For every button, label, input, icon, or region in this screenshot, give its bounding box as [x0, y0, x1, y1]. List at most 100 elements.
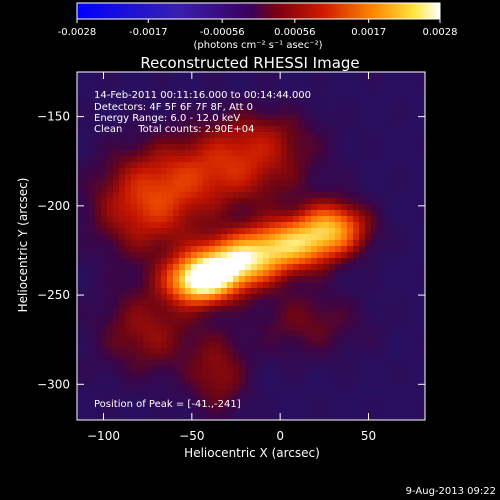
heatmap-cell — [317, 156, 324, 163]
heatmap-cell — [263, 384, 270, 391]
heatmap-cell — [329, 300, 336, 307]
heatmap-cell — [287, 120, 294, 127]
heatmap-cell — [203, 168, 210, 175]
heatmap-cell — [329, 162, 336, 169]
heatmap-cell — [191, 360, 198, 367]
heatmap-cell — [77, 120, 84, 127]
heatmap-cell — [83, 210, 90, 217]
heatmap-cell — [263, 300, 270, 307]
heatmap-cell — [353, 270, 360, 277]
info-detectors: Detectors: 4F 5F 6F 7F 8F, Att 0 — [94, 102, 253, 113]
heatmap-cell — [197, 192, 204, 199]
heatmap-cell — [341, 342, 348, 349]
heatmap-cell — [191, 252, 198, 259]
heatmap-cell — [323, 108, 330, 115]
heatmap-cell — [305, 336, 312, 343]
heatmap-cell — [221, 360, 228, 367]
heatmap-cell — [389, 270, 396, 277]
heatmap-cell — [149, 108, 156, 115]
heatmap-cell — [77, 324, 84, 331]
heatmap-cell — [149, 174, 156, 181]
heatmap-cell — [281, 180, 288, 187]
heatmap-cell — [251, 84, 258, 91]
heatmap-cell — [143, 258, 150, 265]
heatmap-cell — [335, 90, 342, 97]
heatmap-cell — [305, 156, 312, 163]
heatmap-cell — [389, 150, 396, 157]
heatmap-cell — [251, 288, 258, 295]
heatmap-cell — [377, 156, 384, 163]
heatmap-cell — [173, 246, 180, 253]
heatmap-cell — [107, 372, 114, 379]
heatmap-cell — [155, 90, 162, 97]
heatmap-cell — [209, 234, 216, 241]
heatmap-cell — [137, 294, 144, 301]
heatmap-cell — [305, 162, 312, 169]
heatmap-cell — [293, 204, 300, 211]
heatmap-cell — [341, 180, 348, 187]
heatmap-cell — [263, 174, 270, 181]
heatmap-cell — [407, 162, 414, 169]
heatmap-cell — [401, 234, 408, 241]
heatmap-cell — [185, 294, 192, 301]
heatmap-cell — [95, 216, 102, 223]
heatmap-cell — [377, 78, 384, 85]
heatmap-cell — [269, 246, 276, 253]
heatmap-cell — [407, 120, 414, 127]
heatmap-cell — [185, 336, 192, 343]
heatmap-cell — [245, 354, 252, 361]
heatmap-cell — [167, 318, 174, 325]
heatmap-cell — [227, 246, 234, 253]
heatmap-cell — [251, 96, 258, 103]
heatmap-cell — [377, 318, 384, 325]
heatmap-cell — [419, 216, 425, 223]
heatmap-cell — [353, 360, 360, 367]
heatmap-cell — [131, 132, 138, 139]
heatmap-cell — [323, 102, 330, 109]
heatmap-cell — [185, 342, 192, 349]
heatmap-cell — [317, 246, 324, 253]
heatmap-cell — [317, 96, 324, 103]
heatmap-cell — [353, 90, 360, 97]
heatmap-cell — [203, 396, 210, 403]
heatmap-cell — [89, 390, 96, 397]
heatmap-cell — [89, 210, 96, 217]
heatmap-cell — [89, 192, 96, 199]
heatmap-cell — [317, 294, 324, 301]
heatmap-cell — [113, 72, 120, 79]
heatmap-cell — [365, 384, 372, 391]
heatmap-cell — [371, 156, 378, 163]
heatmap-cell — [101, 114, 108, 121]
heatmap-cell — [179, 270, 186, 277]
heatmap-cell — [167, 144, 174, 151]
heatmap-cell — [407, 294, 414, 301]
heatmap-cell — [203, 162, 210, 169]
heatmap-cell — [95, 96, 102, 103]
heatmap-cell — [341, 210, 348, 217]
heatmap-cell — [185, 114, 192, 121]
heatmap-cell — [233, 354, 240, 361]
heatmap-cell — [323, 366, 330, 373]
heatmap-cell — [317, 384, 324, 391]
y-tick-label: −150 — [37, 110, 70, 124]
heatmap-cell — [143, 216, 150, 223]
heatmap-cell — [299, 162, 306, 169]
heatmap-cell — [263, 162, 270, 169]
heatmap-cell — [149, 126, 156, 133]
heatmap-cell — [149, 348, 156, 355]
heatmap-cell — [155, 252, 162, 259]
heatmap-cell — [179, 126, 186, 133]
heatmap-cell — [257, 408, 264, 415]
heatmap-cell — [197, 150, 204, 157]
heatmap-cell — [407, 132, 414, 139]
heatmap-cell — [377, 264, 384, 271]
heatmap-cell — [113, 342, 120, 349]
heatmap-cell — [407, 126, 414, 133]
heatmap-cell — [257, 204, 264, 211]
heatmap-cell — [257, 348, 264, 355]
heatmap-cell — [155, 402, 162, 409]
heatmap-cell — [173, 276, 180, 283]
heatmap-cell — [281, 330, 288, 337]
heatmap-cell — [257, 114, 264, 121]
heatmap-cell — [125, 234, 132, 241]
